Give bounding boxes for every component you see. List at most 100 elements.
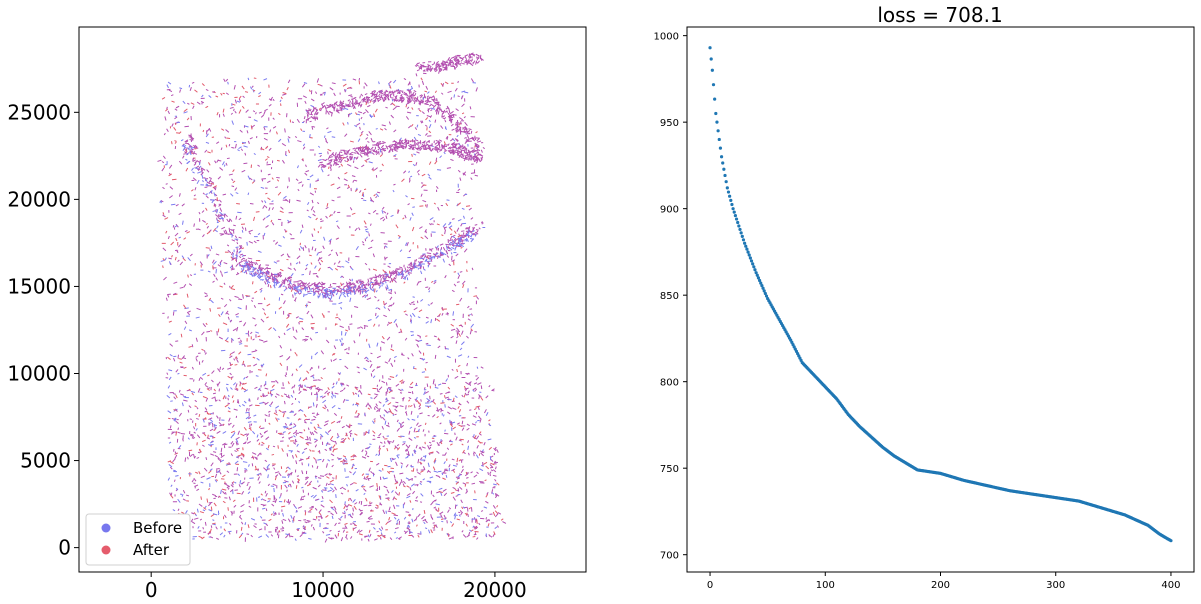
data-point [480, 396, 484, 401]
data-point [396, 454, 400, 459]
data-point [314, 444, 318, 448]
data-point [198, 535, 203, 539]
data-point [165, 297, 168, 301]
data-point [231, 395, 234, 399]
data-point [254, 290, 258, 294]
data-point [439, 422, 442, 425]
data-point [209, 307, 212, 312]
data-point [317, 291, 320, 295]
data-point [335, 251, 339, 257]
data-point [471, 267, 474, 271]
data-point [275, 393, 280, 396]
data-point [246, 241, 248, 246]
data-point [318, 293, 321, 297]
data-point [196, 101, 201, 105]
data-point [431, 63, 435, 66]
data-point [167, 235, 170, 240]
data-point [230, 251, 234, 256]
data-point [360, 484, 364, 488]
data-point [367, 278, 370, 283]
data-point [190, 518, 194, 523]
data-point [209, 440, 214, 444]
data-point [227, 423, 230, 426]
data-point [169, 466, 173, 470]
data-point [229, 218, 233, 222]
data-point [460, 242, 464, 245]
data-point [214, 396, 217, 401]
data-point [492, 505, 496, 509]
data-point [201, 359, 204, 363]
data-point [354, 524, 357, 527]
data-point [227, 394, 230, 398]
data-point [217, 368, 221, 373]
data-point [188, 329, 192, 332]
data-point [238, 251, 241, 254]
data-point [334, 392, 339, 395]
data-point [182, 489, 186, 494]
data-point [255, 211, 260, 213]
data-point [202, 444, 205, 447]
data-point [229, 372, 232, 376]
data-point [392, 91, 396, 94]
data-point [369, 223, 372, 226]
data-point [280, 493, 282, 497]
data-point [217, 176, 222, 180]
data-point [320, 93, 323, 96]
data-point [433, 253, 437, 256]
data-point [335, 381, 338, 385]
data-point [219, 217, 224, 220]
data-point [494, 526, 498, 529]
data-point [462, 284, 465, 289]
data-point [413, 518, 417, 522]
data-point [416, 169, 420, 173]
data-point [395, 461, 398, 467]
data-point [253, 216, 256, 222]
data-point [473, 434, 475, 437]
data-point [435, 110, 438, 115]
data-point [356, 122, 361, 126]
data-point [389, 304, 392, 307]
data-point [434, 119, 437, 123]
data-point [458, 56, 462, 59]
data-point [465, 490, 469, 494]
data-point [308, 480, 313, 485]
data-point [458, 240, 462, 242]
data-point [460, 511, 463, 516]
data-point [417, 513, 421, 518]
data-point [245, 416, 250, 420]
data-point [448, 225, 453, 229]
data-point [322, 104, 326, 109]
data-point [347, 286, 352, 290]
data-point [417, 428, 420, 433]
data-point [389, 388, 393, 392]
data-point [287, 267, 292, 270]
data-point [447, 146, 451, 150]
data-point [388, 357, 391, 363]
data-point [418, 264, 422, 267]
data-point [456, 327, 460, 331]
data-point [359, 290, 362, 295]
data-point [222, 108, 225, 113]
data-point [326, 295, 330, 299]
data-point [231, 178, 234, 182]
data-point [278, 409, 282, 413]
data-point [222, 92, 225, 95]
data-point [408, 91, 411, 95]
data-point [467, 445, 470, 450]
data-point [344, 525, 348, 530]
data-point [210, 525, 213, 529]
data-point [271, 453, 275, 456]
data-point [212, 185, 217, 189]
data-point [248, 273, 254, 277]
data-point [238, 534, 243, 539]
data-point [302, 388, 307, 391]
data-point [321, 286, 325, 291]
data-point [272, 276, 277, 280]
data-point [413, 140, 416, 144]
data-point [415, 396, 418, 401]
data-point [442, 258, 446, 263]
data-point [485, 395, 489, 399]
data-point [205, 183, 209, 186]
data-point [171, 100, 175, 103]
data-point [196, 508, 199, 513]
